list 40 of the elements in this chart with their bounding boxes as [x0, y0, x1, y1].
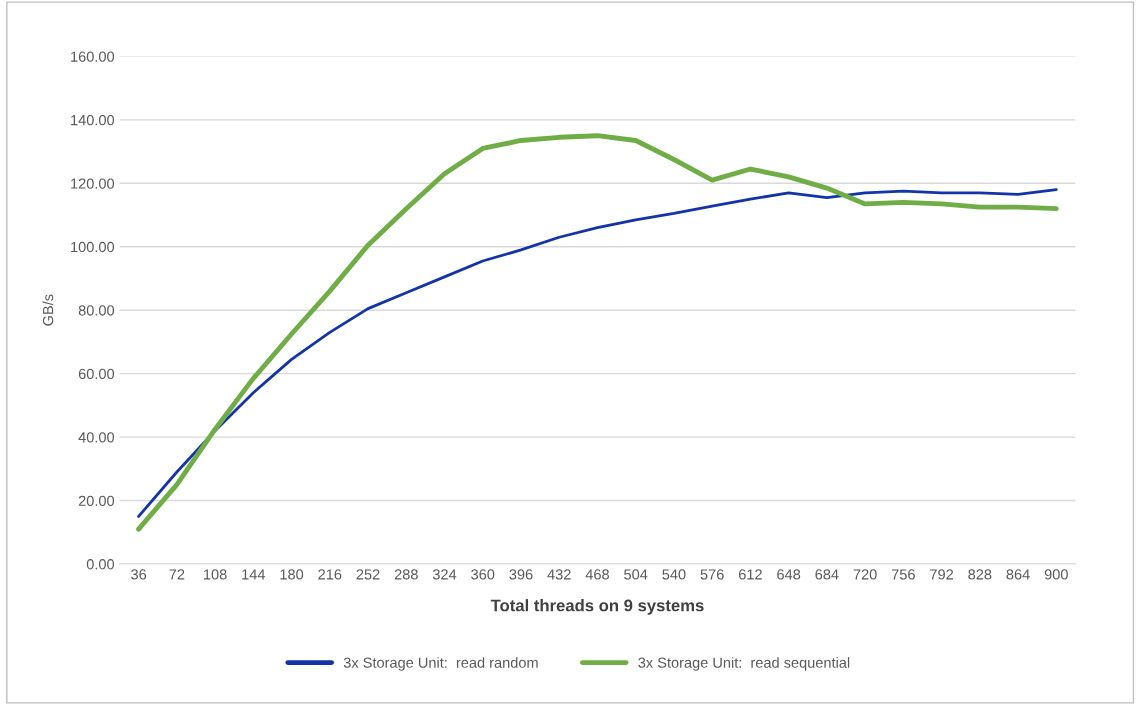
y-tick-label: 120.00 [71, 178, 115, 189]
x-tick-label: 144 [242, 569, 266, 580]
x-tick-label: 180 [280, 569, 304, 580]
x-axis-title: Total threads on 9 systems [490, 599, 704, 615]
x-tick-label: 288 [394, 569, 418, 580]
line-series [136, 133, 1059, 532]
legend-label: 3x Storage Unit: read random [343, 657, 538, 671]
x-tick-label: 612 [738, 569, 762, 580]
y-tick-label: 60.00 [78, 368, 115, 380]
x-tick-label: 432 [547, 569, 571, 580]
x-tick-label: 900 [1044, 569, 1068, 580]
x-tick-label: 792 [930, 569, 954, 580]
x-tick-label: 756 [891, 569, 915, 580]
x-tick-label: 576 [700, 569, 724, 580]
x-tick-label: 252 [356, 569, 380, 580]
x-tick-label: 36 [131, 569, 147, 580]
y-tick-label: 80.00 [78, 305, 115, 316]
x-tick-label: 396 [509, 569, 533, 580]
x-tick-label: 828 [968, 569, 992, 580]
x-tick-label: 684 [815, 569, 839, 580]
x-tick-label: 540 [662, 569, 686, 580]
y-tick-label: 40.00 [78, 432, 115, 443]
y-tick-label: 140.00 [71, 114, 115, 126]
y-tick-label: 0.00 [86, 559, 115, 570]
x-tick-label: 648 [777, 569, 801, 580]
x-tick-label: 72 [169, 569, 185, 580]
y-tick-label: 100.00 [71, 241, 115, 253]
y-tick-label: 20.00 [78, 495, 115, 506]
x-tick-label: 216 [318, 569, 342, 580]
y-tick-label: 160.00 [71, 51, 115, 62]
x-tick-label: 720 [853, 569, 877, 580]
x-tick-label: 468 [585, 569, 609, 580]
x-tick-label: 108 [204, 569, 227, 580]
line-series [137, 188, 1058, 518]
legend-label: 3x Storage Unit: read sequential [638, 657, 850, 671]
y-axis-title: GB/s [42, 294, 54, 326]
x-tick-label: 864 [1006, 569, 1030, 580]
x-tick-label: 324 [432, 569, 457, 580]
x-tick-label: 360 [471, 569, 495, 580]
x-tick-label: 504 [624, 569, 648, 580]
